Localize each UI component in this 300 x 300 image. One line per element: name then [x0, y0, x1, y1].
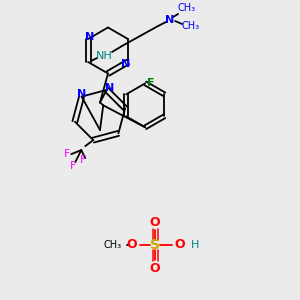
Text: H: H: [191, 240, 199, 250]
Text: N: N: [121, 59, 130, 69]
Text: F: F: [148, 78, 155, 88]
Text: F: F: [70, 161, 76, 171]
Text: N: N: [85, 32, 95, 42]
Text: N: N: [105, 83, 114, 93]
Text: CH₃: CH₃: [177, 3, 195, 13]
Text: CH₃: CH₃: [104, 240, 122, 250]
Text: O: O: [150, 215, 160, 229]
Text: F: F: [64, 149, 70, 159]
Text: NH: NH: [96, 51, 112, 61]
Text: O: O: [175, 238, 185, 251]
Text: O: O: [127, 238, 137, 251]
Text: O: O: [150, 262, 160, 275]
Text: N: N: [166, 15, 175, 25]
Text: N: N: [77, 88, 86, 99]
Text: S: S: [150, 238, 160, 252]
Text: F: F: [80, 155, 86, 165]
Text: CH₃: CH₃: [181, 21, 199, 31]
